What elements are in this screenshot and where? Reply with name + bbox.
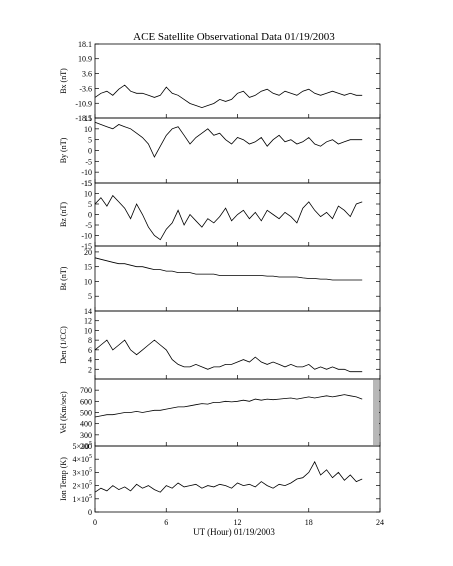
y-tick-label: 8 <box>88 336 92 345</box>
y-tick-label: 400 <box>80 420 92 429</box>
y-tick-label: 14 <box>84 307 92 316</box>
y-tick-label: 500 <box>80 409 92 418</box>
panel-by: 15 10 5 0-5 -10 -15 By (nT) <box>59 114 381 188</box>
y-tick-label: -3.6 <box>79 84 92 93</box>
y-tick-label: 5×105 <box>72 441 92 451</box>
y-tick-label: -15 <box>81 179 92 188</box>
series-line <box>94 460 363 493</box>
panel-frame <box>94 445 381 513</box>
y-tick-label: 5 <box>88 292 92 301</box>
y-axis-label: Vel (Km/sec) <box>59 391 68 434</box>
y-axis-label: Bz (nT) <box>59 202 68 227</box>
y-tick-label: 4×105 <box>72 454 92 464</box>
x-tick-label: 24 <box>376 518 384 527</box>
panel-frame <box>94 117 381 184</box>
y-axis-label: Ion Temp (K) <box>59 457 68 501</box>
y-tick-label: -5 <box>85 221 92 230</box>
panels: 18.110.93.6-3.6-10.9-18.1Bx (nT)151050-5… <box>59 40 384 527</box>
y-axis-label: Bt (nT) <box>59 266 68 290</box>
y-tick-label: 0 <box>88 508 92 517</box>
y-tick-label: 10 <box>84 190 92 199</box>
series-line <box>94 84 363 109</box>
panel-temp: 5×105 4×105 3×105 2×105 1×105 0 Ion Temp (K) <box>59 441 381 517</box>
y-tick-label: 4 <box>88 356 92 365</box>
y-tick-label: 3.6 <box>82 70 92 79</box>
y-tick-label: 12 <box>84 317 92 326</box>
y-tick-label: -5 <box>85 157 92 166</box>
y-tick-label: 600 <box>80 397 92 406</box>
y-tick-label: 15 <box>84 263 92 272</box>
x-tick-label: 6 <box>164 518 168 527</box>
y-tick-label: 0 <box>88 211 92 220</box>
series-line <box>94 121 363 158</box>
y-tick-label: 700 <box>80 386 92 395</box>
y-tick-label: 10 <box>84 277 92 286</box>
x-tick-label: 0 <box>93 518 97 527</box>
y-tick-label: 1×105 <box>72 494 92 504</box>
series-line <box>94 194 363 241</box>
y-tick-label: -10 <box>81 168 92 177</box>
missing-data-band <box>373 380 379 445</box>
y-tick-label: -10 <box>81 232 92 241</box>
panel-vel: 700 600 500 400 300 200 Vel (Km/sec) <box>59 378 381 451</box>
y-tick-label: -15 <box>81 242 92 251</box>
panel-frame <box>94 43 381 119</box>
y-tick-label: 18.1 <box>78 40 92 49</box>
y-tick-label: 10 <box>84 125 92 134</box>
y-tick-label: 2 <box>88 365 92 374</box>
y-tick-label: 0 <box>88 147 92 156</box>
chart-title: ACE Satellite Observational Data 01/19/2… <box>133 31 335 43</box>
y-tick-label: 300 <box>80 431 92 440</box>
y-tick-label: 200 <box>80 442 92 451</box>
series-line <box>94 339 363 373</box>
panel-bt: 20 15 10 5 Bt (nT) <box>59 245 381 312</box>
x-tick-label: 18 <box>305 518 313 527</box>
x-tick-label: 12 <box>234 518 242 527</box>
series-line <box>94 394 363 418</box>
series-line <box>94 257 363 281</box>
y-tick-label: 10.9 <box>78 55 92 64</box>
panel-frame <box>94 245 381 312</box>
panel-frame <box>94 378 381 447</box>
y-axis-label: Bx (nT) <box>59 68 68 94</box>
panel-bx: 18.1 10.9 3.6 -3.6 -10.9 -18.1 Bx (nT) <box>59 40 381 123</box>
y-tick-label: 15 <box>84 179 92 188</box>
y-tick-label: -10.9 <box>75 99 92 108</box>
y-tick-label: 2×105 <box>72 481 92 491</box>
y-axis-label: By (nT) <box>59 137 68 163</box>
y-tick-label: 10 <box>84 326 92 335</box>
y-tick-label: -18.1 <box>75 114 92 123</box>
y-tick-label: 15 <box>84 114 92 123</box>
y-tick-label: 5 <box>88 136 92 145</box>
y-tick-label: 3×105 <box>72 467 92 477</box>
y-tick-label: 5 <box>88 200 92 209</box>
x-axis-label: UT (Hour) 01/19/2003 <box>193 527 275 537</box>
y-tick-label: 6 <box>88 346 92 355</box>
y-tick-label: 20 <box>84 248 92 257</box>
y-axis-label: Den (1/CC) <box>59 326 68 364</box>
